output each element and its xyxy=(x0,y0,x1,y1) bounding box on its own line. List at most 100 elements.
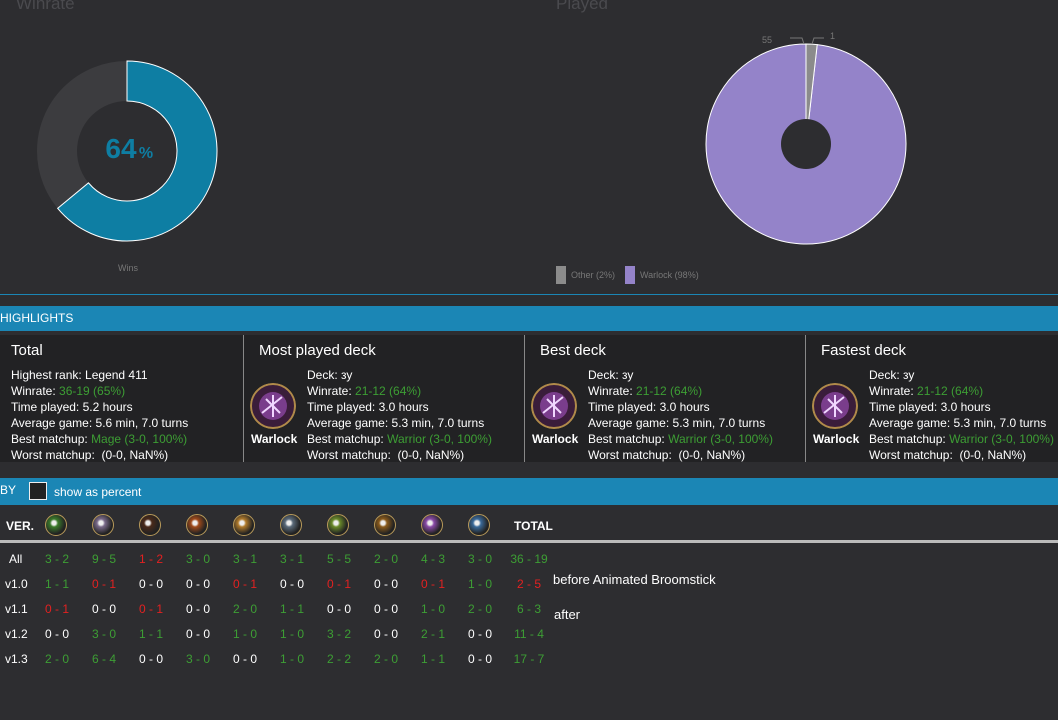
value: 5.3 min, 7.0 turns xyxy=(391,416,485,430)
time-played-row: Time played: 5.2 hours xyxy=(11,399,133,415)
record-cell: 3 - 0 xyxy=(185,652,210,666)
label: Average game: xyxy=(588,416,670,430)
highest-rank-row: Highest rank: Legend 411 xyxy=(11,367,148,383)
shaman-icon[interactable] xyxy=(327,514,349,536)
value: 21-12 (64%) xyxy=(917,384,984,398)
mage-icon[interactable] xyxy=(139,514,161,536)
warlock-icon[interactable] xyxy=(421,514,443,536)
record-cell: 0 - 0 xyxy=(373,627,398,641)
pie-label-big: 55 xyxy=(762,35,772,45)
record-cell: 2 - 1 xyxy=(420,627,445,641)
highlights-header: HIGHLIGHTS xyxy=(0,306,1058,331)
value: 5.6 min, 7.0 turns xyxy=(95,416,189,430)
winrate-chart-title: Winrate xyxy=(16,0,75,13)
best-deck-panel: Best deck Warlock Deck: зу Winrate: 21-1… xyxy=(525,335,805,462)
record-cell: 3 - 2 xyxy=(44,552,69,566)
record-cell: 0 - 0 xyxy=(373,577,398,591)
total-column-header[interactable]: TOTAL xyxy=(514,519,553,533)
value: Warrior (3-0, 100%) xyxy=(668,432,773,446)
record-cell: 3 - 2 xyxy=(326,627,351,641)
warlock-hero-icon xyxy=(250,383,296,429)
show-as-percent-checkbox[interactable] xyxy=(29,482,47,500)
record-cell: 0 - 0 xyxy=(185,577,210,591)
label: Time played: xyxy=(11,400,80,414)
hunter-icon[interactable] xyxy=(92,514,114,536)
average-game-row: Average game: 5.6 min, 7.0 turns xyxy=(11,415,188,431)
version-label: v1.2 xyxy=(5,627,28,641)
note-after: after xyxy=(554,607,581,622)
record-cell: 3 - 0 xyxy=(185,552,210,566)
value: 21-12 (64%) xyxy=(355,384,422,398)
table-row: All 3 - 2 9 - 5 1 - 2 3 - 0 3 - 1 3 - 1 5 - 5 2 … xyxy=(0,547,560,572)
record-cell: 0 - 1 xyxy=(138,602,163,616)
label: Deck: xyxy=(588,368,619,382)
version-label: v1.1 xyxy=(5,602,28,616)
table-row: v1.3 2 - 0 6 - 4 0 - 0 3 - 0 0 - 0 1 - 0 2 - 2 2… xyxy=(0,647,560,672)
total-panel: Total Highest rank: Legend 411 Winrate: … xyxy=(0,335,243,462)
record-cell: 2 - 0 xyxy=(232,602,257,616)
legend-item-warlock: Warlock (98%) xyxy=(625,266,699,284)
panel-divider xyxy=(805,335,806,462)
record-cell: 0 - 0 xyxy=(467,652,492,666)
label: Winrate: xyxy=(307,384,352,398)
deck-panel-title: Best deck xyxy=(540,342,606,359)
highlights-title: HIGHLIGHTS xyxy=(0,311,74,325)
record-cell: 2 - 0 xyxy=(373,652,398,666)
winrate-row: Winrate: 21-12 (64%) xyxy=(869,383,983,399)
value: 5.3 min, 7.0 turns xyxy=(953,416,1047,430)
hero-name: Warlock xyxy=(532,432,579,446)
charts-separator xyxy=(0,294,1058,295)
record-cell: 6 - 4 xyxy=(91,652,116,666)
worst-matchup-row: Worst matchup: (0-0, NaN%) xyxy=(588,447,745,463)
record-cell: 1 - 0 xyxy=(467,577,492,591)
record-cell: 1 - 1 xyxy=(420,652,445,666)
by-label: BY xyxy=(0,483,17,497)
label: Deck: xyxy=(307,368,338,382)
version-label: v1.0 xyxy=(5,577,28,591)
deck-row: Deck: зу xyxy=(307,367,352,383)
record-cell: 0 - 0 xyxy=(138,577,163,591)
record-cell: 0 - 1 xyxy=(420,577,445,591)
average-game-row: Average game: 5.3 min, 7.0 turns xyxy=(307,415,484,431)
legend-label-warlock: Warlock (98%) xyxy=(640,270,699,280)
average-game-row: Average game: 5.3 min, 7.0 turns xyxy=(588,415,765,431)
played-pie-chart: 55 1 xyxy=(705,31,907,245)
record-cell: 3 - 0 xyxy=(467,552,492,566)
worst-matchup-row: Worst matchup: (0-0, NaN%) xyxy=(307,447,464,463)
label: Time played: xyxy=(869,400,938,414)
record-cell: 9 - 5 xyxy=(91,552,116,566)
label: Deck: xyxy=(869,368,900,382)
rogue-icon[interactable] xyxy=(280,514,302,536)
value: (0-0, NaN%) xyxy=(397,448,465,462)
by-version-header: BY show as percent xyxy=(0,478,1058,505)
ver-column-header[interactable]: VER. xyxy=(6,519,35,533)
record-cell: 4 - 3 xyxy=(420,552,445,566)
record-cell: 2 - 0 xyxy=(373,552,398,566)
record-cell: 0 - 1 xyxy=(326,577,351,591)
label: Worst matchup: xyxy=(11,448,95,462)
paladin-icon[interactable] xyxy=(186,514,208,536)
time-played-row: Time played: 3.0 hours xyxy=(588,399,710,415)
best-matchup-row: Best matchup: Mage (3-0, 100%) xyxy=(11,431,187,447)
legend-swatch-other xyxy=(556,266,566,284)
version-label: All xyxy=(9,552,23,566)
label: Worst matchup: xyxy=(869,448,953,462)
winrate-row: Winrate: 36-19 (65%) xyxy=(11,383,125,399)
record-cell: 1 - 1 xyxy=(279,602,304,616)
warrior-icon[interactable] xyxy=(374,514,396,536)
value: 5.3 min, 7.0 turns xyxy=(672,416,766,430)
note-before: before Animated Broomstick xyxy=(553,572,716,587)
show-as-percent-label[interactable]: show as percent xyxy=(54,485,142,499)
record-cell: 2 - 0 xyxy=(44,652,69,666)
deck-panel-title: Fastest deck xyxy=(821,342,907,359)
other-slice xyxy=(805,43,818,145)
value: зу xyxy=(903,368,915,382)
warlock-hero-icon xyxy=(531,383,577,429)
demonhunter-icon[interactable] xyxy=(468,514,490,536)
druid-icon[interactable] xyxy=(45,514,67,536)
legend-label-other: Other (2%) xyxy=(571,270,616,280)
label: Worst matchup: xyxy=(588,448,672,462)
header-divider xyxy=(0,540,1058,543)
priest-icon[interactable] xyxy=(233,514,255,536)
record-cell: 1 - 0 xyxy=(232,627,257,641)
